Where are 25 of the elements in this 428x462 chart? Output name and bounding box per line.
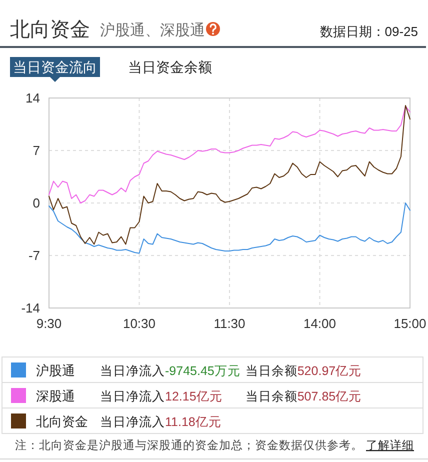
x-tick-label: 9:30: [36, 316, 62, 331]
y-tick-label: 0: [32, 196, 40, 210]
text: 当日净流入12.15亿元: [100, 388, 222, 404]
text: 当日资金流向: [13, 59, 97, 75]
x-tick-label: 15:00: [394, 316, 426, 331]
y-tick-label: -14: [21, 300, 40, 316]
legend-label: 深股通: [36, 388, 75, 404]
y-tick-label: -7: [28, 248, 40, 263]
x-tick-label: 10:30: [122, 316, 156, 331]
y-tick-label: 14: [26, 90, 40, 106]
text: 了解详细: [366, 438, 414, 452]
text: 当日资金余额: [128, 59, 212, 75]
text: 当日余额507.85亿元: [245, 390, 362, 404]
text: 当日余额520.97亿元: [245, 364, 362, 378]
legend-label: 沪股通: [36, 363, 75, 378]
text: 数据日期：09-25: [320, 24, 418, 39]
text: 当日净流入11.18亿元: [100, 414, 222, 429]
text: 注：北向资金是沪股通与深股通的资金加总；资金数据仅供参考。: [15, 438, 363, 452]
chart-title: 北向资金: [10, 19, 90, 41]
legend-label: 北向资金: [36, 414, 88, 429]
y-tick-label: 7: [32, 143, 40, 158]
x-tick-label: 11:30: [214, 316, 246, 331]
x-tick-label: 14:00: [303, 316, 336, 331]
chart-subtitle: 沪股通、深股通: [100, 22, 205, 39]
text: 当日净流入-9745.45万元: [100, 363, 240, 378]
